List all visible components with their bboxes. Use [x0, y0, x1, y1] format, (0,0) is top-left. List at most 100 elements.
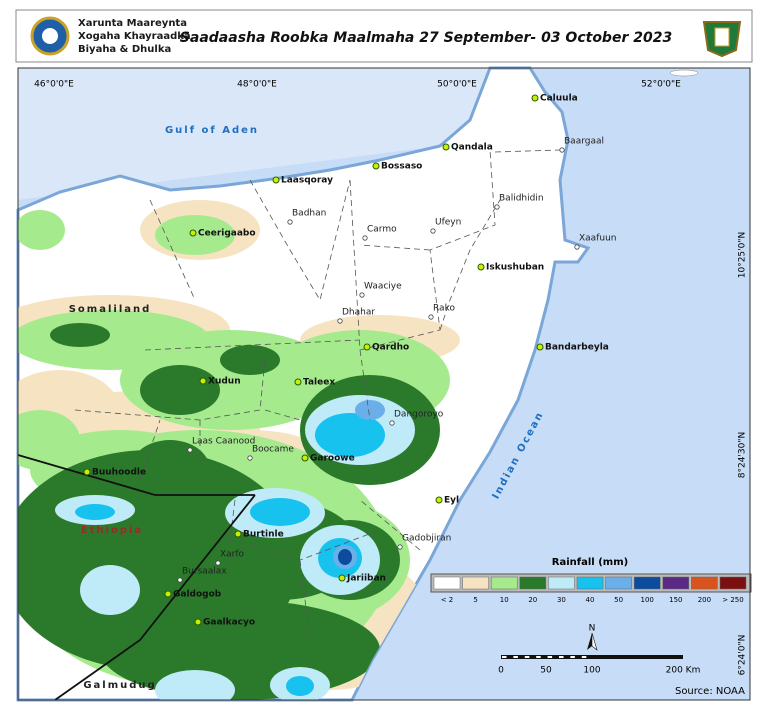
latitude-label: 6°24'0"N [738, 635, 748, 676]
scale-segment [513, 656, 518, 658]
town-label: Ceerigaabo [198, 229, 256, 239]
legend-swatch [462, 576, 489, 590]
town-label: Balidhidin [499, 194, 544, 204]
town-marker [177, 577, 183, 583]
town-label: Xaafuun [579, 234, 616, 244]
scale-segment [581, 656, 587, 658]
town-label: Dangoroyo [394, 410, 444, 420]
map-title: Saadaasha Roobka Maalmaha 27 September- … [180, 30, 672, 46]
scale-segment [570, 656, 575, 658]
legend-swatch [576, 576, 604, 590]
town-label: Galdogob [173, 590, 222, 600]
sea-label: Gulf of Aden [165, 125, 259, 136]
rain-zone [50, 323, 110, 347]
map-frame [17, 67, 751, 701]
scale-label: 100 [583, 666, 600, 676]
town-marker [164, 590, 172, 598]
legend-label: 50 [614, 596, 623, 604]
region-label: Ethiopia [81, 525, 143, 536]
legend-title: Rainfall (mm) [552, 557, 628, 568]
town-marker [442, 143, 450, 151]
town-marker [536, 343, 544, 351]
legend-swatch [662, 576, 690, 590]
scale-label: 200 Km [666, 666, 701, 676]
town-marker [430, 228, 436, 234]
town-label: Dhahar [342, 308, 375, 318]
rain-zone [338, 549, 352, 565]
rain-zone [75, 504, 115, 520]
town-marker [531, 94, 539, 102]
scale-label: 0 [498, 666, 504, 676]
town-marker [477, 263, 485, 271]
scale-segment [524, 656, 530, 658]
town-label: Iskushuban [486, 263, 544, 273]
legend-swatch [490, 576, 518, 590]
town-marker [83, 468, 91, 476]
town-label: Eyl [444, 496, 459, 506]
scale-segment [502, 656, 507, 658]
town-label: Boocame [252, 445, 294, 455]
legend-swatch [519, 576, 547, 590]
coat-of-arms-shield [714, 27, 730, 47]
header-box [15, 9, 753, 63]
town-marker [559, 147, 565, 153]
north-arrow [591, 632, 598, 651]
rain-zone [140, 365, 220, 415]
legend-label: 40 [586, 596, 595, 604]
town-label: Rako [433, 304, 455, 314]
north-arrow [587, 633, 592, 650]
town-label: Bandarbeyla [545, 343, 609, 353]
longitude-label: 52°0'0"E [641, 80, 681, 90]
legend-label: 150 [669, 596, 682, 604]
town-marker [397, 544, 403, 550]
scale-segment [536, 656, 541, 658]
legend-label: 20 [528, 596, 537, 604]
town-label: Burtinle [243, 530, 284, 540]
legend-label: 5 [473, 596, 477, 604]
rain-zone [18, 210, 65, 250]
latitude-label: 8°24'30"N [738, 432, 748, 478]
rain-zone [250, 498, 310, 526]
rain-zone [355, 400, 385, 420]
legend-swatch [719, 576, 747, 590]
town-label: Xarfo [220, 550, 245, 560]
longitude-label: 48°0'0"E [237, 80, 277, 90]
rain-zone [80, 565, 140, 615]
town-marker [301, 454, 309, 462]
town-marker [272, 176, 280, 184]
legend-label: 30 [557, 596, 566, 604]
org-logo-inner [42, 28, 58, 44]
town-marker [389, 420, 395, 426]
town-label: Waaciye [364, 282, 402, 292]
org-line: Xarunta Maareynta [78, 18, 187, 29]
sea-shade [18, 68, 490, 200]
legend-swatch [633, 576, 661, 590]
rainfall-layer [18, 200, 460, 700]
town-marker [337, 318, 343, 324]
international-border [17, 454, 256, 701]
region-label: Galmudug [83, 680, 156, 691]
longitude-label: 50°0'0"E [437, 80, 477, 90]
town-marker [194, 618, 202, 626]
scale-segment [547, 656, 553, 658]
town-marker [363, 343, 371, 351]
town-label: Carmo [367, 225, 397, 235]
town-marker [494, 204, 500, 210]
scale-segment [559, 656, 564, 658]
source-label: Source: NOAA [675, 686, 745, 697]
rain-zone [315, 413, 385, 457]
town-label: Buuhoodle [92, 468, 146, 478]
town-label: Caluula [540, 94, 578, 104]
town-marker [294, 378, 302, 386]
legend-swatch [433, 576, 461, 590]
town-label: Bossaso [381, 162, 422, 172]
scale-bar [501, 655, 683, 659]
boundaries [74, 149, 561, 641]
town-label: Qardho [372, 343, 409, 353]
island [669, 69, 699, 77]
town-marker [287, 219, 293, 225]
rain-zone [220, 345, 280, 375]
town-marker [234, 530, 242, 538]
legend-swatch [548, 576, 575, 590]
town-label: Baargaal [564, 137, 604, 147]
